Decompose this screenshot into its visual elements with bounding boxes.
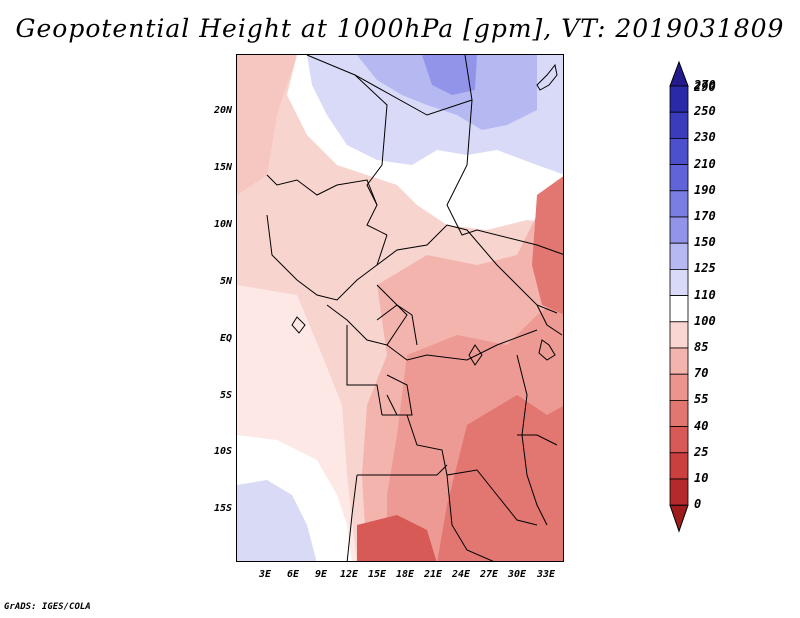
lon-label-6e: 6E [286, 569, 300, 580]
colorbar [669, 60, 689, 533]
lat-label-10s: 10S [213, 446, 232, 457]
field-north-blue-core [422, 55, 477, 95]
colorbar-label: 250 [694, 104, 716, 119]
colorbar-label: 25 [694, 444, 709, 459]
colorbar-label: 150 [694, 235, 716, 250]
field-south-55 [437, 395, 563, 561]
field-nw-pink [237, 55, 297, 195]
footer-credit: GrADS: IGES/COLA [4, 602, 91, 612]
colorbar-segment [669, 399, 689, 427]
lon-label-3e: 3E [258, 569, 272, 580]
colorbar-segment [669, 242, 689, 270]
map-panel [236, 54, 564, 562]
field-south-40 [357, 515, 437, 561]
colorbar-segment [669, 347, 689, 375]
lat-label-5n: 5N [219, 276, 232, 287]
lat-label-5s: 5S [219, 390, 232, 401]
colorbar-label: 270 [694, 78, 716, 92]
lat-label-eq: EQ [219, 333, 232, 344]
colorbar-label: 190 [694, 182, 716, 197]
colorbar-top-arrow [669, 60, 689, 87]
country-borders [266, 55, 563, 561]
colorbar-label: 290 [694, 80, 716, 94]
lon-label-33e: 33E [536, 569, 556, 580]
colorbar-label: 70 [694, 366, 709, 381]
lat-label-15s: 15S [213, 503, 232, 514]
field-ocean-blue [237, 480, 317, 561]
lon-label-9e: 9E [314, 569, 328, 580]
lon-label-27e: 27E [479, 569, 499, 580]
colorbar-segment [669, 164, 689, 192]
colorbar-label: 0 [694, 497, 702, 512]
colorbar-segment [669, 268, 689, 296]
lon-label-18e: 18E [395, 569, 415, 580]
colorbar-segment [669, 216, 689, 244]
colorbar-segment [669, 373, 689, 401]
lon-label-12e: 12E [339, 569, 359, 580]
colorbar-label: 40 [694, 418, 709, 433]
colorbar-label: 210 [694, 156, 716, 171]
colorbar-label: 170 [694, 209, 716, 223]
colorbar-label: 85 [694, 340, 709, 354]
colorbar-label: 125 [694, 261, 716, 276]
lon-label-30e: 30E [507, 569, 527, 580]
colorbar-segment [669, 321, 689, 349]
colorbar-segment [669, 111, 689, 139]
colorbar-label: 100 [694, 313, 716, 328]
lon-label-24e: 24E [451, 569, 471, 580]
lat-label-15n: 15N [213, 162, 232, 173]
chart-title: Geopotential Height at 1000hPa [gpm], VT… [15, 14, 785, 43]
colorbar-label: 230 [694, 130, 716, 145]
colorbar-bottom-arrow [669, 504, 689, 533]
colorbar-label: 10 [694, 471, 709, 485]
colorbar-segment [669, 295, 689, 323]
colorbar-segment [669, 138, 689, 166]
lon-label-15e: 15E [367, 569, 387, 580]
lat-label-10n: 10N [213, 219, 232, 230]
colorbar-segment [669, 190, 689, 218]
colorbar-segment [669, 426, 689, 454]
colorbar-segment [669, 452, 689, 480]
colorbar-segment [669, 85, 689, 113]
colorbar-label: 55 [694, 392, 709, 407]
colorbar-label: 110 [694, 287, 716, 302]
lon-label-21e: 21E [423, 569, 443, 580]
colorbar-segment [669, 478, 689, 506]
map-svg [237, 55, 563, 561]
field-ne-55 [532, 176, 563, 315]
lat-label-20n: 20N [213, 105, 232, 116]
